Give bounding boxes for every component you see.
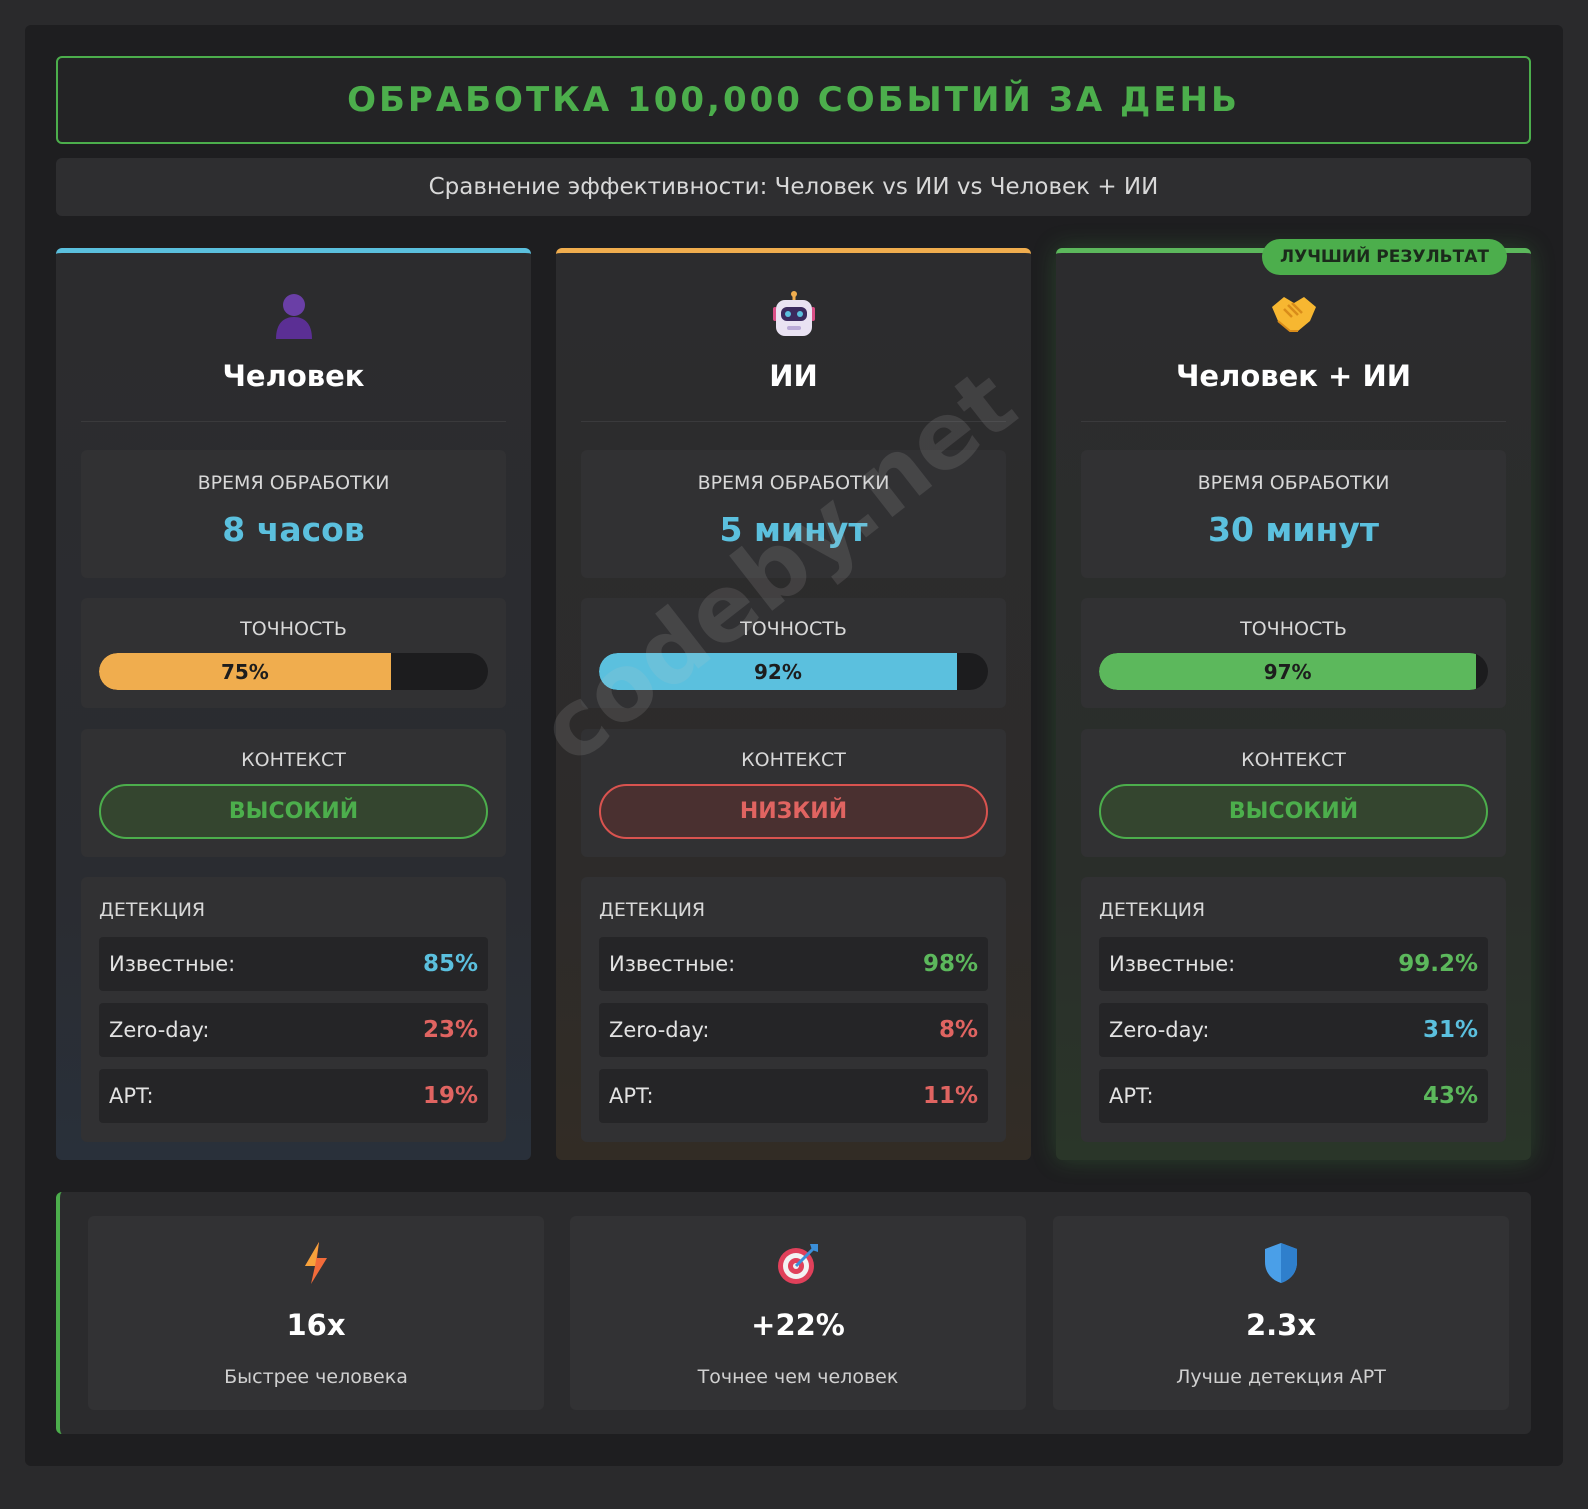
context-panel: КОНТЕКСТ НИЗКИЙ [581, 729, 1006, 857]
accuracy-label: ТОЧНОСТЬ [1240, 618, 1347, 640]
stat-value: 16x [286, 1308, 346, 1342]
card-title: Человек [222, 359, 365, 393]
accuracy-panel: ТОЧНОСТЬ 92% [581, 598, 1006, 708]
card-human: Человек ВРЕМЯ ОБРАБОТКИ 8 часов ТОЧНОСТЬ… [56, 248, 531, 1160]
robot-icon [556, 291, 1031, 341]
row-label: Известные: [109, 952, 236, 976]
handshake-icon [1056, 291, 1531, 341]
stat-value: 2.3x [1245, 1308, 1317, 1342]
row-value: 11% [922, 1083, 978, 1109]
context-label: КОНТЕКСТ [741, 749, 846, 771]
row-label: APT: [609, 1084, 654, 1108]
time-value: 5 минут [719, 510, 868, 549]
target-icon [570, 1242, 1026, 1286]
detection-row-zeroday: Zero-day: 8% [599, 1003, 988, 1057]
row-value: 85% [422, 951, 478, 977]
accuracy-bar: 75% [99, 653, 488, 690]
row-label: Zero-day: [609, 1018, 710, 1042]
row-label: Zero-day: [1109, 1018, 1210, 1042]
row-value: 23% [422, 1017, 478, 1043]
shield-icon [1053, 1242, 1509, 1286]
page-subtitle: Сравнение эффективности: Человек vs ИИ v… [428, 174, 1159, 200]
stat-speed: 16x Быстрее человека [88, 1216, 544, 1410]
lightning-icon [88, 1242, 544, 1286]
card-title: Человек + ИИ [1175, 359, 1411, 393]
subtitle-box: Сравнение эффективности: Человек vs ИИ v… [56, 158, 1531, 216]
context-label: КОНТЕКСТ [1241, 749, 1346, 771]
person-silhouette-icon [56, 291, 531, 341]
time-label: ВРЕМЯ ОБРАБОТКИ [197, 472, 390, 494]
stat-description: Точнее чем человек [697, 1366, 899, 1388]
row-value: 99.2% [1398, 951, 1478, 977]
summary-section: 16x Быстрее человека +22% Точнее чем чел… [56, 1192, 1531, 1434]
detection-row-apt: APT: 43% [1099, 1069, 1488, 1123]
context-panel: КОНТЕКСТ ВЫСОКИЙ [81, 729, 506, 857]
detection-label: ДЕТЕКЦИЯ [599, 899, 706, 921]
divider [581, 421, 1006, 422]
accuracy-bar-fill: 97% [1099, 653, 1477, 690]
detection-row-apt: APT: 19% [99, 1069, 488, 1123]
accuracy-label: ТОЧНОСТЬ [240, 618, 347, 640]
accuracy-bar-fill: 92% [599, 653, 957, 690]
detection-label: ДЕТЕКЦИЯ [99, 899, 206, 921]
accuracy-panel: ТОЧНОСТЬ 97% [1081, 598, 1506, 708]
detection-panel: ДЕТЕКЦИЯ Известные: 99.2% Zero-day: 31% … [1081, 877, 1506, 1142]
detection-panel: ДЕТЕКЦИЯ Известные: 98% Zero-day: 8% APT… [581, 877, 1006, 1142]
row-value: 31% [1422, 1017, 1478, 1043]
time-value: 8 часов [222, 510, 365, 549]
row-label: APT: [1109, 1084, 1154, 1108]
row-value: 98% [922, 951, 978, 977]
time-value: 30 минут [1208, 510, 1379, 549]
row-value: 43% [1422, 1083, 1478, 1109]
detection-row-apt: APT: 11% [599, 1069, 988, 1123]
card-hybrid: ЛУЧШИЙ РЕЗУЛЬТАТ Человек + ИИ ВРЕМЯ ОБРА… [1056, 239, 1531, 1160]
stat-accuracy: +22% Точнее чем человек [570, 1216, 1026, 1410]
context-badge: НИЗКИЙ [599, 784, 988, 839]
detection-row-known: Известные: 99.2% [1099, 937, 1488, 991]
accuracy-panel: ТОЧНОСТЬ 75% [81, 598, 506, 708]
row-label: Известные: [1109, 952, 1236, 976]
divider [81, 421, 506, 422]
accuracy-bar: 92% [599, 653, 988, 690]
detection-row-zeroday: Zero-day: 23% [99, 1003, 488, 1057]
row-value: 8% [938, 1017, 978, 1043]
detection-row-known: Известные: 85% [99, 937, 488, 991]
stat-detection: 2.3x Лучше детекция APT [1053, 1216, 1509, 1410]
card-title: ИИ [769, 359, 818, 393]
detection-label: ДЕТЕКЦИЯ [1099, 899, 1206, 921]
context-badge: ВЫСОКИЙ [1099, 784, 1488, 839]
accuracy-bar-fill: 75% [99, 653, 391, 690]
time-panel: ВРЕМЯ ОБРАБОТКИ 5 минут [581, 450, 1006, 578]
time-panel: ВРЕМЯ ОБРАБОТКИ 30 минут [1081, 450, 1506, 578]
time-label: ВРЕМЯ ОБРАБОТКИ [1197, 472, 1390, 494]
row-label: Zero-day: [109, 1018, 210, 1042]
time-label: ВРЕМЯ ОБРАБОТКИ [697, 472, 890, 494]
row-label: Известные: [609, 952, 736, 976]
context-badge: ВЫСОКИЙ [99, 784, 488, 839]
time-panel: ВРЕМЯ ОБРАБОТКИ 8 часов [81, 450, 506, 578]
row-value: 19% [422, 1083, 478, 1109]
context-label: КОНТЕКСТ [241, 749, 346, 771]
stat-description: Лучше детекция APT [1176, 1366, 1386, 1388]
page-title-box: ОБРАБОТКА 100,000 СОБЫТИЙ ЗА ДЕНЬ [56, 56, 1531, 144]
page-title: ОБРАБОТКА 100,000 СОБЫТИЙ ЗА ДЕНЬ [347, 80, 1240, 120]
divider [1081, 421, 1506, 422]
detection-row-known: Известные: 98% [599, 937, 988, 991]
detection-panel: ДЕТЕКЦИЯ Известные: 85% Zero-day: 23% AP… [81, 877, 506, 1142]
row-label: APT: [109, 1084, 154, 1108]
best-result-badge: ЛУЧШИЙ РЕЗУЛЬТАТ [1261, 239, 1507, 275]
accuracy-bar: 97% [1099, 653, 1488, 690]
detection-row-zeroday: Zero-day: 31% [1099, 1003, 1488, 1057]
context-panel: КОНТЕКСТ ВЫСОКИЙ [1081, 729, 1506, 857]
accuracy-label: ТОЧНОСТЬ [740, 618, 847, 640]
stat-description: Быстрее человека [224, 1366, 408, 1388]
card-ai: ИИ ВРЕМЯ ОБРАБОТКИ 5 минут ТОЧНОСТЬ 92% … [556, 248, 1031, 1160]
stat-value: +22% [751, 1308, 845, 1342]
